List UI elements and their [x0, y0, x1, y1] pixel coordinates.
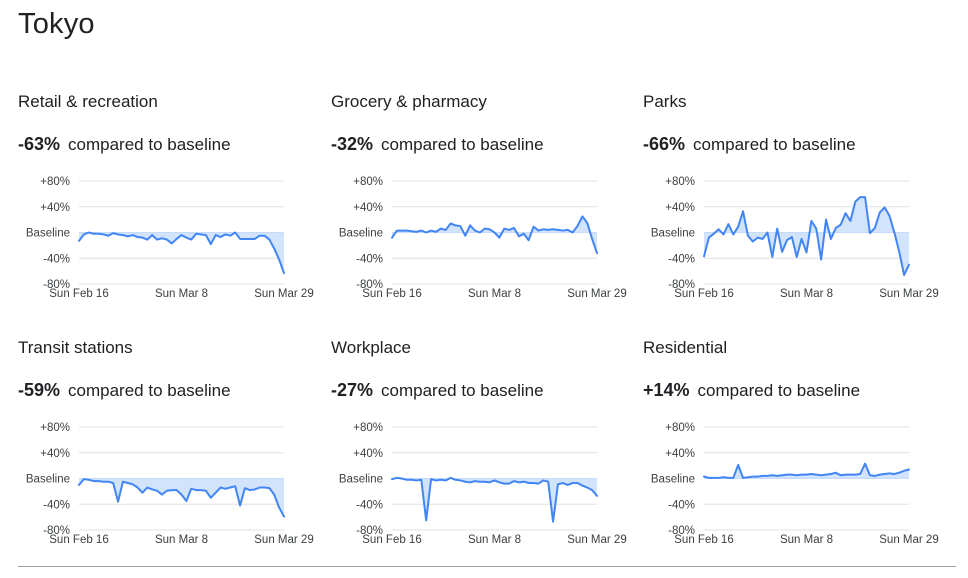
x-tick-label: Sun Mar 29: [567, 288, 626, 300]
y-tick-label: +80%: [665, 176, 695, 188]
series-line: [78, 231, 285, 275]
x-tick-label: Sun Mar 8: [780, 288, 833, 300]
y-tick-label: +40%: [665, 448, 695, 460]
x-tick-label: Sun Mar 8: [468, 534, 521, 546]
chart-title: Retail & recreation: [18, 92, 158, 111]
y-tick-label: -40%: [43, 499, 70, 511]
chart-panel-transit-stations: Transit stations -59% compared to baselin…: [18, 338, 328, 578]
y-tick-label: +80%: [353, 176, 383, 188]
chart-summary: +14% compared to baseline: [643, 380, 860, 401]
chart-title: Residential: [643, 338, 728, 357]
series-area: [392, 216, 597, 254]
x-tick-label: Sun Feb 16: [49, 288, 108, 300]
x-tick-label: Sun Feb 16: [49, 534, 108, 546]
series-line: [78, 478, 285, 518]
chart-panel-workplace: Workplace -27% compared to baseline +80% +…: [331, 338, 641, 578]
y-tick-label: Baseline: [651, 474, 695, 486]
chart-grocery-pharmacy: +80% +40% Baseline -40% -80%Sun Feb 16 Sun Ma…: [339, 176, 627, 300]
chart-title: Parks: [643, 92, 687, 111]
x-tick-label: Sun Mar 29: [254, 288, 313, 300]
y-tick-label: Baseline: [26, 474, 70, 486]
summary-value: -66%: [643, 134, 686, 154]
chart-title: Workplace: [331, 338, 411, 357]
series-line: [391, 476, 598, 523]
summary-value: -63%: [18, 134, 61, 154]
summary-label: compared to baseline: [697, 381, 861, 400]
y-tick-label: +40%: [353, 202, 383, 214]
x-tick-label: Sun Mar 29: [879, 288, 938, 300]
chart-transit-stations: +80% +40% Baseline -40% -80%Sun Feb 16 Sun Ma…: [26, 422, 314, 546]
chart-summary: -27% compared to baseline: [331, 380, 544, 401]
summary-label: compared to baseline: [381, 135, 544, 154]
x-tick-label: Sun Feb 16: [362, 288, 421, 300]
y-tick-label: +80%: [665, 422, 695, 434]
y-tick-label: Baseline: [26, 228, 70, 240]
series-area: [704, 197, 909, 275]
summary-value: -27%: [331, 380, 374, 400]
bottom-divider: [18, 566, 956, 567]
y-tick-label: -80%: [43, 279, 70, 291]
summary-label: compared to baseline: [693, 135, 856, 154]
y-tick-label: +40%: [40, 448, 70, 460]
chart-parks: +80% +40% Baseline -40% -80%Sun Feb 16 Sun Ma…: [651, 176, 939, 300]
x-tick-label: Sun Mar 8: [155, 534, 208, 546]
y-tick-label: -80%: [668, 279, 695, 291]
y-tick-label: +40%: [665, 202, 695, 214]
chart-residential: +80% +40% Baseline -40% -80%Sun Feb 16 Sun Ma…: [651, 422, 939, 546]
x-tick-label: Sun Mar 29: [254, 534, 313, 546]
chart-summary: -66% compared to baseline: [643, 134, 856, 155]
summary-label: compared to baseline: [68, 381, 231, 400]
chart-panel-residential: Residential +14% compared to baseline +80…: [643, 338, 953, 578]
y-tick-label: -40%: [356, 499, 383, 511]
series-area: [79, 478, 284, 517]
y-tick-label: -40%: [668, 253, 695, 265]
summary-value: -59%: [18, 380, 61, 400]
y-tick-label: Baseline: [651, 228, 695, 240]
y-tick-label: -40%: [668, 499, 695, 511]
y-tick-label: -80%: [356, 525, 383, 537]
y-tick-label: +40%: [353, 448, 383, 460]
x-tick-label: Sun Mar 29: [567, 534, 626, 546]
y-tick-label: +40%: [40, 202, 70, 214]
x-tick-label: Sun Feb 16: [674, 534, 733, 546]
chart-summary: -63% compared to baseline: [18, 134, 231, 155]
x-tick-label: Sun Mar 8: [155, 288, 208, 300]
x-tick-label: Sun Feb 16: [674, 288, 733, 300]
summary-value: -32%: [331, 134, 374, 154]
page-title: Tokyo: [18, 8, 95, 40]
chart-panel-retail-recreation: Retail & recreation -63% compared to base…: [18, 92, 328, 332]
y-tick-label: -80%: [43, 525, 70, 537]
y-tick-label: +80%: [40, 422, 70, 434]
chart-panel-grocery-pharmacy: Grocery & pharmacy -32% compared to basel…: [331, 92, 641, 332]
y-tick-label: -80%: [356, 279, 383, 291]
y-tick-label: Baseline: [339, 474, 383, 486]
y-tick-label: Baseline: [339, 228, 383, 240]
chart-title: Transit stations: [18, 338, 133, 357]
y-tick-label: -80%: [668, 525, 695, 537]
series-line: [391, 215, 598, 255]
y-tick-label: -40%: [356, 253, 383, 265]
summary-label: compared to baseline: [381, 381, 544, 400]
chart-retail-recreation: +80% +40% Baseline -40% -80%Sun Feb 16 Sun Ma…: [26, 176, 314, 300]
summary-value: +14%: [643, 380, 690, 400]
x-tick-label: Sun Mar 8: [468, 288, 521, 300]
series-line: [703, 196, 910, 276]
x-tick-label: Sun Feb 16: [362, 534, 421, 546]
y-tick-label: +80%: [40, 176, 70, 188]
x-tick-label: Sun Mar 29: [879, 534, 938, 546]
summary-label: compared to baseline: [68, 135, 231, 154]
chart-panel-parks: Parks -66% compared to baseline +80% +40% B…: [643, 92, 953, 332]
chart-title: Grocery & pharmacy: [331, 92, 487, 111]
chart-workplace: +80% +40% Baseline -40% -80%Sun Feb 16 Sun Ma…: [339, 422, 627, 546]
chart-summary: -59% compared to baseline: [18, 380, 231, 401]
y-tick-label: -40%: [43, 253, 70, 265]
chart-summary: -32% compared to baseline: [331, 134, 544, 155]
series-line: [703, 462, 910, 479]
x-tick-label: Sun Mar 8: [780, 534, 833, 546]
y-tick-label: +80%: [353, 422, 383, 434]
